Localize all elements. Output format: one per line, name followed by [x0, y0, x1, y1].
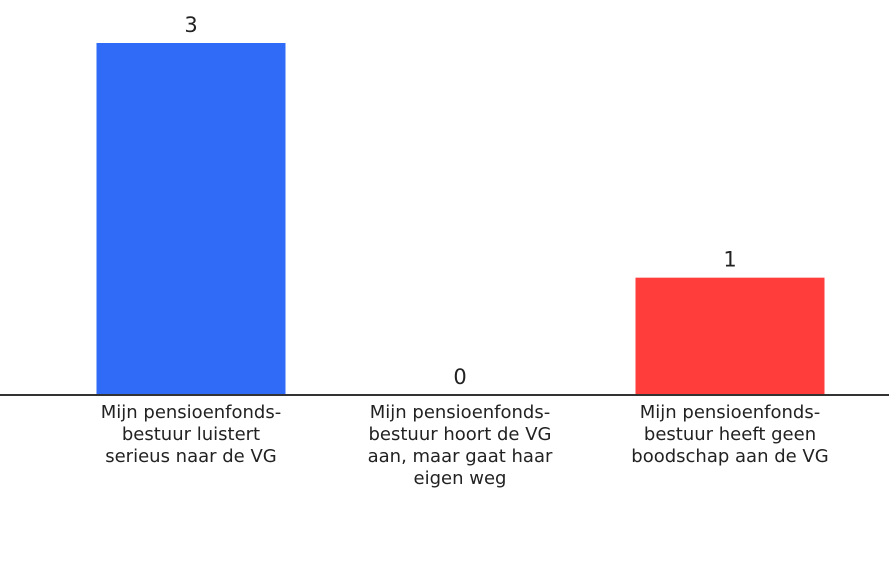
value-label: 1	[723, 248, 736, 272]
category-label: Mijn pensioenfonds-bestuur hoort de VG a…	[367, 402, 553, 489]
value-label: 3	[184, 13, 197, 37]
bar	[635, 277, 825, 395]
bar	[96, 43, 286, 395]
value-label: 0	[453, 365, 466, 389]
category-label: Mijn pensioenfonds-bestuur luistert seri…	[100, 402, 282, 467]
category-label: Mijn pensioenfonds-bestuur heeft geen bo…	[631, 402, 829, 467]
